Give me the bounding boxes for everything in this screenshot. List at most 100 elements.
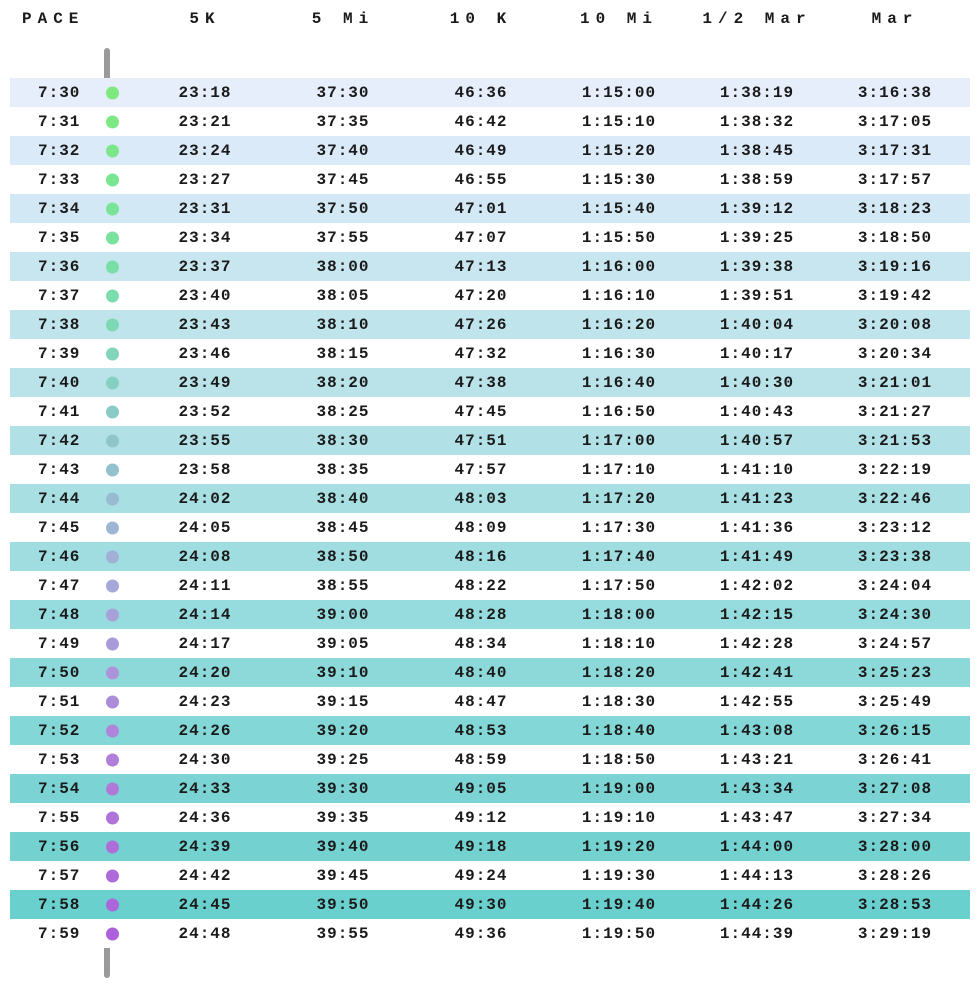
pace-cell: 7:48 [16,606,136,624]
time-cell: 24:20 [136,664,274,682]
time-cell: 1:15:30 [550,171,688,189]
time-cell: 38:55 [274,577,412,595]
time-cell: 1:16:30 [550,345,688,363]
pace-cell: 7:49 [16,635,136,653]
time-cell: 24:02 [136,490,274,508]
time-cell: 23:40 [136,287,274,305]
table-row: 7:3223:2437:4046:491:15:201:38:453:17:31 [10,136,970,165]
table-row: 7:3123:2137:3546:421:15:101:38:323:17:05 [10,107,970,136]
pace-dot-icon [106,637,119,650]
time-cell: 3:26:15 [826,722,964,740]
pace-cell: 7:32 [16,142,136,160]
col-header-pace: PACE [16,10,136,28]
time-cell: 3:26:41 [826,751,964,769]
pace-cell: 7:33 [16,171,136,189]
time-cell: 3:17:57 [826,171,964,189]
time-cell: 39:45 [274,867,412,885]
time-cell: 3:21:27 [826,403,964,421]
time-cell: 23:24 [136,142,274,160]
time-cell: 1:42:02 [688,577,826,595]
time-cell: 23:18 [136,84,274,102]
time-cell: 23:21 [136,113,274,131]
time-cell: 24:17 [136,635,274,653]
time-cell: 1:42:41 [688,664,826,682]
time-cell: 1:18:10 [550,635,688,653]
pace-cell: 7:43 [16,461,136,479]
time-cell: 24:30 [136,751,274,769]
table-row: 7:4624:0838:5048:161:17:401:41:493:23:38 [10,542,970,571]
pace-cell: 7:41 [16,403,136,421]
time-cell: 24:14 [136,606,274,624]
time-cell: 48:47 [412,693,550,711]
pace-dot-icon [106,550,119,563]
table-row: 7:4123:5238:2547:451:16:501:40:433:21:27 [10,397,970,426]
time-cell: 48:34 [412,635,550,653]
time-cell: 1:44:39 [688,925,826,943]
time-cell: 3:18:23 [826,200,964,218]
time-cell: 47:13 [412,258,550,276]
table-row: 7:4323:5838:3547:571:17:101:41:103:22:19 [10,455,970,484]
pace-dot-icon [106,289,119,302]
time-cell: 48:53 [412,722,550,740]
time-cell: 3:22:46 [826,490,964,508]
table-row: 7:3023:1837:3046:361:15:001:38:193:16:38 [10,78,970,107]
time-cell: 1:39:51 [688,287,826,305]
table-row: 7:5824:4539:5049:301:19:401:44:263:28:53 [10,890,970,919]
time-cell: 23:43 [136,316,274,334]
time-cell: 49:36 [412,925,550,943]
time-cell: 39:25 [274,751,412,769]
time-cell: 38:50 [274,548,412,566]
time-cell: 1:17:30 [550,519,688,537]
time-cell: 24:33 [136,780,274,798]
time-cell: 1:39:25 [688,229,826,247]
time-cell: 3:19:16 [826,258,964,276]
time-cell: 3:17:31 [826,142,964,160]
pace-dot-icon [106,492,119,505]
table-row: 7:3623:3738:0047:131:16:001:39:383:19:16 [10,252,970,281]
time-cell: 1:19:10 [550,809,688,827]
time-cell: 37:40 [274,142,412,160]
table-row: 7:4223:5538:3047:511:17:001:40:573:21:53 [10,426,970,455]
pace-cell: 7:37 [16,287,136,305]
time-cell: 1:17:50 [550,577,688,595]
time-cell: 1:16:10 [550,287,688,305]
pace-table: 7:3023:1837:3046:361:15:001:38:193:16:38… [10,78,970,948]
time-cell: 1:38:19 [688,84,826,102]
time-cell: 1:17:10 [550,461,688,479]
table-row: 7:5524:3639:3549:121:19:101:43:473:27:34 [10,803,970,832]
time-cell: 38:20 [274,374,412,392]
table-row: 7:3923:4638:1547:321:16:301:40:173:20:34 [10,339,970,368]
time-cell: 46:36 [412,84,550,102]
time-cell: 1:43:34 [688,780,826,798]
time-cell: 38:05 [274,287,412,305]
time-cell: 1:40:57 [688,432,826,450]
pace-cell: 7:46 [16,548,136,566]
col-header-half: 1/2 Mar [688,10,826,28]
pace-cell: 7:35 [16,229,136,247]
pace-cell: 7:58 [16,896,136,914]
table-row: 7:3523:3437:5547:071:15:501:39:253:18:50 [10,223,970,252]
time-cell: 1:19:00 [550,780,688,798]
time-cell: 39:05 [274,635,412,653]
time-cell: 48:40 [412,664,550,682]
time-cell: 37:50 [274,200,412,218]
time-cell: 3:25:49 [826,693,964,711]
time-cell: 1:44:00 [688,838,826,856]
time-cell: 1:38:45 [688,142,826,160]
pace-dot-icon [106,927,119,940]
time-cell: 1:18:50 [550,751,688,769]
time-cell: 1:16:40 [550,374,688,392]
time-cell: 3:21:53 [826,432,964,450]
time-cell: 38:30 [274,432,412,450]
table-row: 7:5424:3339:3049:051:19:001:43:343:27:08 [10,774,970,803]
pace-dot-icon [106,898,119,911]
time-cell: 24:26 [136,722,274,740]
time-cell: 49:12 [412,809,550,827]
pace-cell: 7:55 [16,809,136,827]
time-cell: 1:41:49 [688,548,826,566]
pace-dot-icon [106,231,119,244]
pace-dot-icon [106,695,119,708]
time-cell: 24:08 [136,548,274,566]
time-cell: 47:26 [412,316,550,334]
time-cell: 3:24:57 [826,635,964,653]
